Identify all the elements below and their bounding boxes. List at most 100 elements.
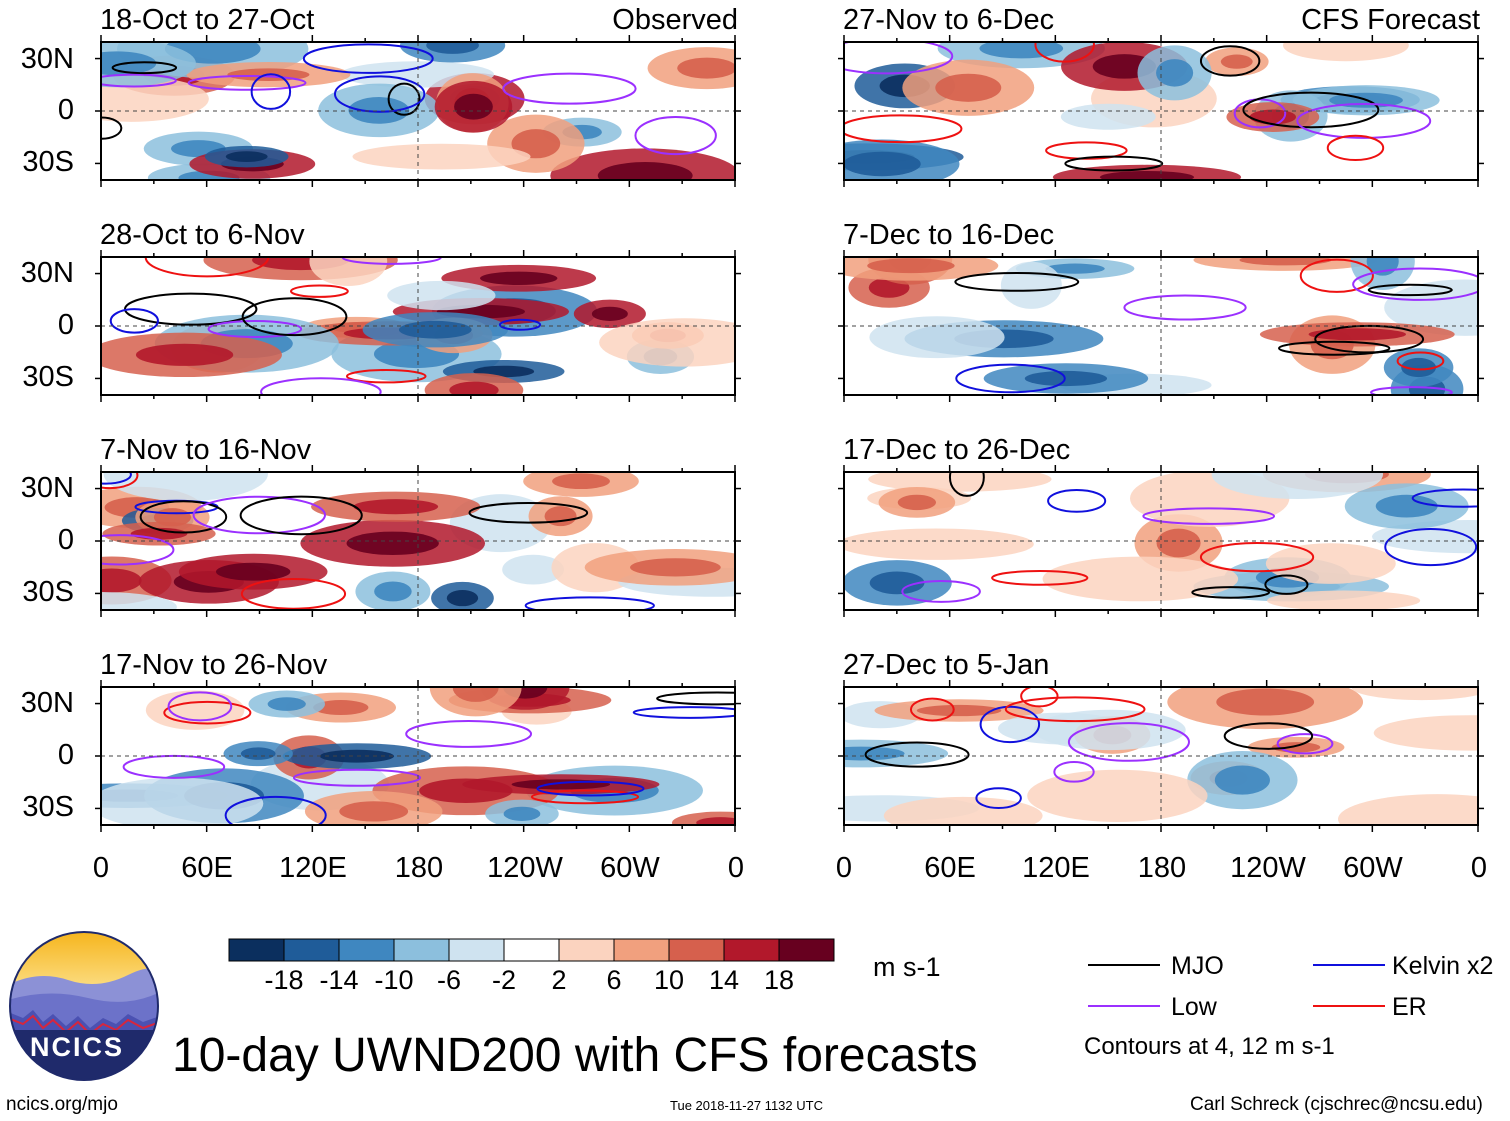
xtick: 120E: [1022, 852, 1090, 884]
colorbar-swatch: [448, 938, 505, 962]
contour-line: [948, 472, 985, 497]
anomaly-core: [452, 687, 499, 702]
contour-line: [864, 741, 970, 768]
contour-line: [502, 72, 637, 105]
anomaly-shading: [883, 796, 1043, 825]
map-panel-2: [95, 250, 741, 402]
anomaly-shading: [1265, 543, 1396, 584]
colorbar-tick: -10: [374, 965, 414, 995]
contour-line: [1299, 258, 1374, 293]
anomaly-core: [374, 581, 412, 602]
anomaly-shading: [1060, 103, 1156, 130]
legend-low: Low: [1171, 993, 1217, 1021]
contour-line: [239, 495, 363, 536]
author-credit: Carl Schreck (cjschrec@ncsu.edu): [1190, 1094, 1483, 1115]
anomaly-shading: [1211, 472, 1384, 499]
anomaly-core: [240, 747, 276, 760]
anomaly-core: [449, 381, 499, 395]
anomaly-shading: [844, 528, 1034, 560]
anomaly-core: [503, 806, 541, 821]
anomaly-core: [1214, 765, 1270, 795]
xtick: 0: [1470, 852, 1488, 884]
contour-line: [536, 780, 645, 797]
anomaly-core: [446, 589, 479, 607]
contour-line: [405, 719, 533, 748]
anomaly-shading: [1282, 42, 1409, 62]
contour-line: [1242, 91, 1380, 129]
anomaly-core: [267, 697, 306, 711]
xtick: 60E: [181, 852, 233, 884]
contour-line: [109, 308, 159, 334]
anomaly-core: [353, 499, 439, 515]
ytick-30s: 30S: [22, 361, 74, 393]
colorbar-swatch: [338, 938, 395, 962]
ytick-30s: 30S: [22, 576, 74, 608]
anomaly-core: [1024, 370, 1108, 387]
contour-line: [901, 580, 981, 603]
anomaly-core: [696, 817, 735, 825]
anomaly-shading: [869, 316, 1005, 359]
contour-line: [524, 596, 655, 610]
map-panels: [95, 35, 1484, 832]
legend-kelvin: Kelvin x2: [1392, 952, 1494, 980]
colorbar-tick: 18: [763, 965, 795, 995]
anomaly-shading: [387, 280, 496, 311]
contour-line: [634, 116, 717, 156]
contour-line: [101, 73, 177, 88]
site-url[interactable]: ncics.org/mjo: [6, 1094, 118, 1115]
map-panel-6: [838, 250, 1484, 402]
colorbar-tick: -14: [319, 965, 359, 995]
contour-line: [1123, 294, 1247, 321]
panel-title-fcst-3: 17-Dec to 26-Dec: [843, 434, 1071, 466]
xtick: 180: [1137, 852, 1187, 884]
colorbar-swatch: [283, 938, 340, 962]
xtick: 120W: [487, 852, 563, 884]
anomaly-core: [1308, 328, 1406, 341]
contour-line: [1067, 722, 1191, 762]
map-panel-4: [95, 680, 741, 832]
contour-line: [387, 82, 421, 116]
contour-line: [192, 495, 327, 535]
contour-line: [292, 768, 422, 787]
anomaly-core: [844, 746, 905, 761]
panel-title-obs-4: 17-Nov to 26-Nov: [100, 649, 328, 681]
panel-title-obs-3: 7-Nov to 16-Nov: [100, 434, 312, 466]
anomaly-core: [398, 320, 472, 339]
panel-title-obs-2: 28-Oct to 6-Nov: [100, 219, 305, 251]
panel-title-obs-1: 18-Oct to 27-Oct: [100, 4, 315, 36]
map-panel-5: [838, 35, 1484, 187]
anomaly-core: [1220, 54, 1253, 69]
anomaly-core: [101, 568, 142, 593]
anomaly-core: [216, 562, 291, 581]
anomaly-shading: [1338, 794, 1478, 825]
anomaly-core: [101, 51, 157, 76]
colorbar-swatch: [558, 938, 615, 962]
colorbar-tick: 14: [708, 965, 740, 995]
anomaly-core: [1249, 109, 1297, 125]
anomaly-shading: [1000, 261, 1062, 309]
observed-label: Observed: [612, 4, 738, 36]
contour-line: [498, 318, 542, 331]
contour-line: [1223, 722, 1314, 750]
anomaly-core: [1375, 494, 1438, 518]
anomaly-core: [313, 700, 369, 716]
contour-line: [1142, 507, 1276, 525]
contour-line: [302, 43, 434, 74]
contour-line: [1278, 340, 1391, 356]
anomaly-shading: [101, 777, 264, 825]
colorbar-tick: 6: [606, 965, 622, 995]
anomaly-core: [1156, 59, 1194, 87]
contour-line: [207, 320, 303, 339]
anomaly-shading: [101, 75, 209, 122]
anomaly-core: [897, 494, 937, 511]
map-panel-7: [838, 465, 1484, 617]
contour-line: [1352, 267, 1478, 301]
contour-line: [975, 787, 1022, 810]
colorbar-swatch: [723, 938, 780, 962]
anomaly-shading: [1033, 709, 1186, 751]
contour-line: [632, 706, 735, 719]
anomaly-shading: [1267, 590, 1421, 610]
anomaly-core: [591, 306, 628, 321]
forecast-label: CFS Forecast: [1301, 4, 1480, 36]
panel-title-fcst-1: 27-Nov to 6-Dec: [843, 4, 1055, 36]
